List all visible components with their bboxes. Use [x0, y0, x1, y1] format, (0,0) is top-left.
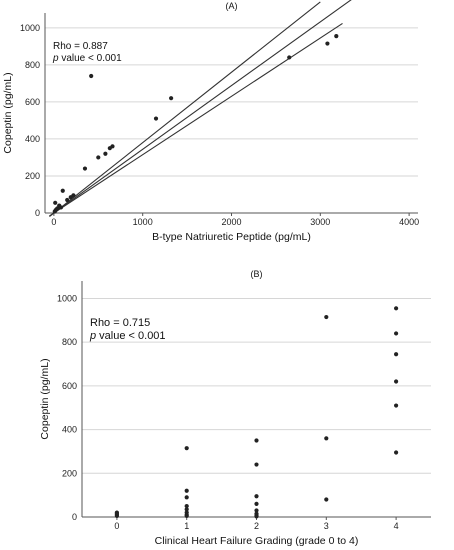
b-data-point-4 — [184, 446, 189, 451]
a-x-tick-1000: 1000 — [133, 217, 153, 227]
b-data-point-23 — [394, 306, 399, 311]
a-data-point-13 — [96, 155, 101, 160]
b-data-point-16 — [254, 508, 259, 513]
a-data-point-11 — [82, 166, 88, 171]
panel-a-p-value-annotation: p value < 0.001 — [52, 53, 122, 64]
b-x-tick-2: 2 — [254, 521, 259, 531]
b-data-point-13 — [254, 462, 259, 467]
a-data-point-20 — [325, 41, 330, 46]
panel-b-gridlines — [82, 297, 431, 474]
panel-b-label: (B) — [251, 269, 263, 279]
a-data-point-17 — [153, 116, 159, 121]
a-ci-lower-line — [49, 22, 343, 217]
b-data-point-24 — [394, 331, 399, 336]
b-data-point-5 — [184, 488, 189, 493]
panel-b-p-rest: value < 0.001 — [96, 330, 165, 342]
panel-b-p-italic: p — [89, 330, 96, 342]
a-data-point-8 — [65, 197, 70, 203]
a-y-tick-800: 800 — [25, 60, 40, 70]
panel-a-p-rest: value < 0.001 — [59, 53, 123, 64]
b-data-point-22 — [324, 497, 329, 502]
a-data-point-19 — [287, 55, 292, 60]
panel-b-y-axis-label: Copeptin (pg/mL) — [39, 358, 51, 439]
a-data-point-7 — [60, 188, 65, 193]
b-x-tick-3: 3 — [324, 521, 329, 531]
b-data-point-21 — [324, 436, 329, 441]
b-x-tick-0: 0 — [114, 521, 119, 531]
b-y-tick-400: 400 — [62, 425, 77, 435]
a-y-tick-0: 0 — [35, 208, 40, 218]
a-data-point-21 — [334, 34, 339, 39]
b-data-point-28 — [394, 450, 399, 455]
a-x-tick-0: 0 — [51, 217, 56, 227]
panel-a-x-tick-labels: 0 1000 2000 3000 4000 — [51, 213, 419, 227]
b-y-tick-1000: 1000 — [57, 293, 77, 303]
a-ci-upper-line — [49, 1, 321, 217]
b-y-tick-0: 0 — [72, 512, 77, 522]
a-data-point-10 — [71, 193, 76, 198]
a-y-tick-200: 200 — [25, 171, 40, 181]
a-data-point-4 — [53, 200, 58, 205]
a-data-point-12 — [89, 73, 94, 79]
panel-a-p-italic: p — [52, 53, 59, 64]
panel-b-x-axis-label: Clinical Heart Failure Grading (grade 0 … — [155, 535, 359, 547]
b-data-point-26 — [394, 379, 399, 384]
a-data-point-6 — [58, 205, 64, 210]
panel-b-data-points — [114, 306, 399, 519]
panel-a-data-points — [52, 34, 339, 214]
b-data-point-12 — [254, 438, 259, 443]
panel-b-rho-annotation: Rho = 0.715 — [90, 317, 150, 329]
b-x-tick-1: 1 — [184, 521, 189, 531]
b-data-point-8 — [184, 507, 189, 512]
b-data-point-7 — [184, 503, 189, 509]
b-data-point-20 — [324, 314, 329, 320]
panel-b-y-tick-labels: 0 200 400 600 800 1000 — [57, 293, 77, 522]
panel-a-gridlines — [45, 27, 418, 177]
b-data-point-19 — [254, 514, 259, 519]
a-data-point-14 — [103, 151, 108, 156]
b-data-point-14 — [254, 494, 259, 499]
panel-a-y-tick-labels: 0 200 400 600 800 1000 — [20, 23, 40, 218]
b-data-point-11 — [184, 513, 189, 519]
b-x-tick-4: 4 — [394, 521, 399, 531]
b-y-tick-800: 800 — [62, 337, 77, 347]
a-x-tick-4000: 4000 — [399, 217, 419, 227]
a-data-point-18 — [169, 96, 174, 101]
panel-b-x-tick-labels: 0 1 2 3 4 — [114, 517, 399, 531]
b-y-tick-200: 200 — [62, 468, 77, 478]
a-data-point-16 — [110, 144, 115, 149]
panel-a-x-axis-label: B-type Natriuretic Peptide (pg/mL) — [152, 231, 311, 243]
a-x-tick-2000: 2000 — [221, 217, 241, 227]
b-data-point-6 — [184, 495, 189, 500]
panel-a-rho-annotation: Rho = 0.887 — [53, 41, 108, 52]
a-y-tick-1000: 1000 — [20, 23, 40, 33]
a-x-tick-3000: 3000 — [310, 217, 330, 227]
b-data-point-25 — [394, 352, 399, 357]
b-y-tick-600: 600 — [62, 381, 77, 391]
a-fit-line — [49, 0, 352, 217]
b-data-point-15 — [254, 501, 259, 506]
b-data-point-3 — [114, 510, 119, 515]
panel-a-y-axis-label: Copeptin (pg/mL) — [2, 72, 14, 153]
panel-a-label: (A) — [226, 1, 238, 11]
a-y-tick-600: 600 — [25, 97, 40, 107]
panel-a-regression-lines — [49, 0, 352, 217]
panel-b-p-value-annotation: p value < 0.001 — [89, 330, 166, 342]
b-data-point-27 — [394, 403, 399, 408]
a-y-tick-400: 400 — [25, 134, 40, 144]
